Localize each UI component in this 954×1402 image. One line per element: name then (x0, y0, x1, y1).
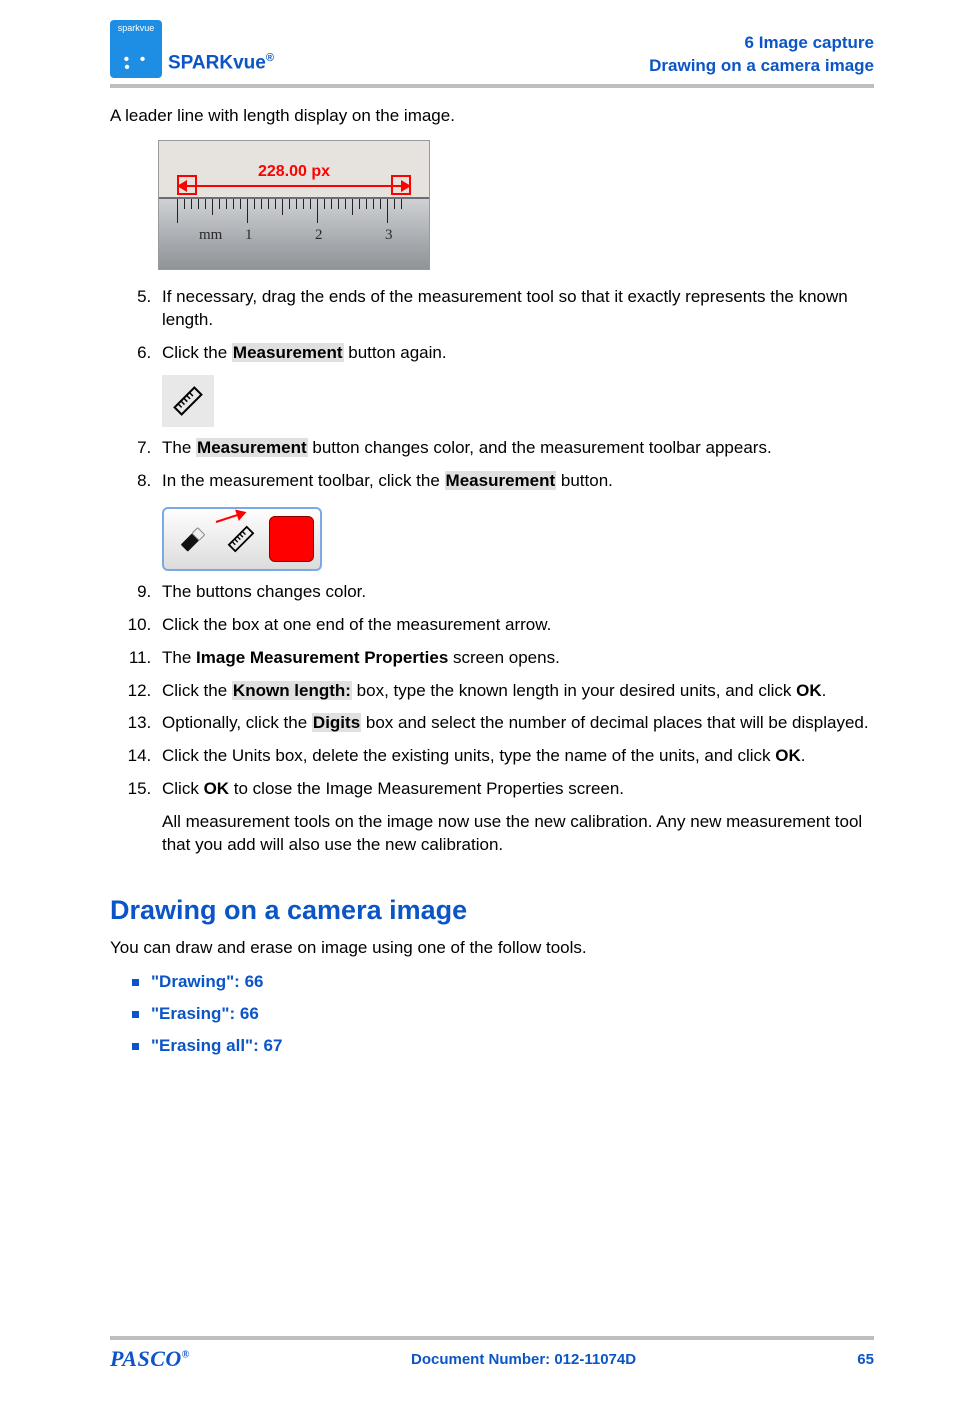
step-item: Click OK to close the Image Measurement … (156, 778, 874, 857)
measurement-toolbar-figure (162, 507, 322, 571)
ruler-figure: 228.00 px mm 1 2 3 (158, 140, 430, 270)
footer-rule (110, 1336, 874, 1340)
step-item: If necessary, drag the ends of the measu… (156, 286, 874, 332)
chapter-number: 6 Image capture (649, 32, 874, 55)
ruler-icon (219, 515, 262, 563)
step-text: Click OK to close the Image Measurement … (162, 778, 874, 801)
step-followup: All measurement tools on the image now u… (162, 811, 874, 857)
step-text: The Measurement button changes color, an… (162, 437, 874, 460)
measurement-button-figure (162, 375, 214, 427)
step-text: If necessary, drag the ends of the measu… (162, 286, 874, 332)
doc-number: Document Number: 012-11074D (411, 1351, 636, 1368)
ruler-num: 2 (315, 227, 323, 244)
page-footer: PASCO® Document Number: 012-11074D 65 (110, 1346, 874, 1372)
inline-bold: OK (775, 746, 801, 765)
step-item: The Image Measurement Properties screen … (156, 647, 874, 670)
sparkvue-logo: sparkvue • •• (110, 20, 162, 78)
steps-list: If necessary, drag the ends of the measu… (120, 286, 874, 857)
step-item: Click the Known length: box, type the kn… (156, 680, 874, 703)
inline-highlight: Measurement (232, 343, 344, 362)
ruler-icon (168, 381, 208, 421)
eraser-icon (170, 515, 213, 563)
step-text: Click the Measurement button again. (162, 342, 874, 365)
inline-bold: Image Measurement Properties (196, 648, 448, 667)
inline-highlight: Known length: (232, 681, 352, 700)
logo-dots-icon: • •• (110, 56, 162, 72)
page-header: sparkvue • •• SPARKvue® 6 Image capture … (110, 20, 874, 82)
step-item: Click the box at one end of the measurem… (156, 614, 874, 637)
brand-text: SPARKvue (168, 52, 266, 73)
inline-highlight: Measurement (445, 471, 557, 490)
link-erasing[interactable]: "Erasing": 66 (132, 1004, 874, 1024)
color-swatch-icon (269, 516, 314, 562)
ruler-px-label: 228.00 px (159, 163, 429, 181)
step-text: Optionally, click the Digits box and sel… (162, 712, 874, 735)
step-item: Optionally, click the Digits box and sel… (156, 712, 874, 735)
step-item: In the measurement toolbar, click the Me… (156, 470, 874, 571)
link-drawing[interactable]: "Drawing": 66 (132, 972, 874, 992)
ruler-num: 3 (385, 227, 393, 244)
step-text: Click the box at one end of the measurem… (162, 614, 874, 637)
header-rule (110, 84, 874, 88)
step-text: In the measurement toolbar, click the Me… (162, 470, 874, 493)
inline-highlight: Measurement (196, 438, 308, 457)
step-item: The buttons changes color. (156, 581, 874, 604)
inline-highlight: Digits (312, 713, 361, 732)
link-list: "Drawing": 66 "Erasing": 66 "Erasing all… (132, 972, 874, 1056)
inline-bold: OK (204, 779, 230, 798)
page-number: 65 (857, 1351, 874, 1368)
inline-bold: OK (796, 681, 822, 700)
step-text: The Image Measurement Properties screen … (162, 647, 874, 670)
step-item: Click the Units box, delete the existing… (156, 745, 874, 768)
ruler-mm-label: mm (199, 227, 222, 244)
ruler-arrow-icon (185, 185, 403, 187)
pasco-logo: PASCO® (110, 1346, 190, 1372)
logo-text: sparkvue (110, 23, 162, 33)
section-heading: Drawing on a camera image (110, 895, 874, 926)
header-chapter: 6 Image capture Drawing on a camera imag… (649, 32, 874, 78)
step-text: The buttons changes color. (162, 581, 874, 604)
ruler-ticks-icon (177, 199, 411, 229)
ruler-num: 1 (245, 227, 253, 244)
section-lead: You can draw and erase on image using on… (110, 938, 874, 958)
brand-name: SPARKvue® (168, 52, 274, 78)
intro-text: A leader line with length display on the… (110, 106, 874, 126)
link-erasing-all[interactable]: "Erasing all": 67 (132, 1036, 874, 1056)
step-item: The Measurement button changes color, an… (156, 437, 874, 460)
step-text: Click the Known length: box, type the kn… (162, 680, 874, 703)
step-text: Click the Units box, delete the existing… (162, 745, 874, 768)
brand-reg: ® (266, 52, 274, 64)
step-item: Click the Measurement button again. (156, 342, 874, 427)
chapter-section: Drawing on a camera image (649, 55, 874, 78)
